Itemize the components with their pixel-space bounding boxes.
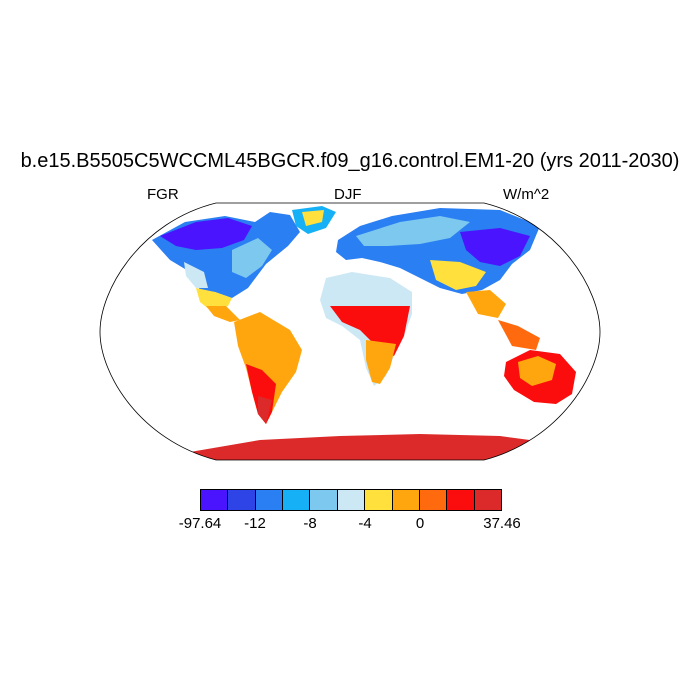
south-america [234, 312, 302, 424]
colorbar-cell [283, 490, 311, 510]
colorbar-tick-label: -4 [358, 515, 372, 532]
units-label: W/m^2 [503, 186, 550, 203]
colorbar-cell [255, 490, 284, 510]
colorbar-cell [392, 490, 420, 510]
africa [320, 272, 412, 386]
colorbar-cell [474, 490, 501, 510]
colorbar-cell [447, 490, 475, 510]
colorbar-cell [419, 490, 448, 510]
colorbar-tick-label: -8 [303, 515, 317, 532]
colorbar-tick-label: -12 [244, 515, 266, 532]
season-label: DJF [334, 186, 362, 203]
australia [504, 350, 576, 404]
colorbar-tick-label: 37.46 [483, 515, 521, 532]
colorbar-tick-label: 0 [415, 515, 425, 532]
eurasia [336, 208, 540, 350]
variable-label: FGR [147, 186, 179, 203]
map-outline [99, 202, 601, 461]
colorbar-tick-label: -97.64 [178, 515, 222, 532]
antarctica [190, 434, 560, 460]
colorbar [200, 489, 502, 511]
colorbar-cell [365, 490, 393, 510]
map-title: b.e15.B5505C5WCCML45BGCR.f09_g16.control… [20, 150, 680, 172]
north-america [152, 206, 336, 322]
colorbar-cell [337, 490, 366, 510]
colorbar-cell [201, 490, 229, 510]
colorbar-cell [228, 490, 256, 510]
colorbar-cell [310, 490, 338, 510]
